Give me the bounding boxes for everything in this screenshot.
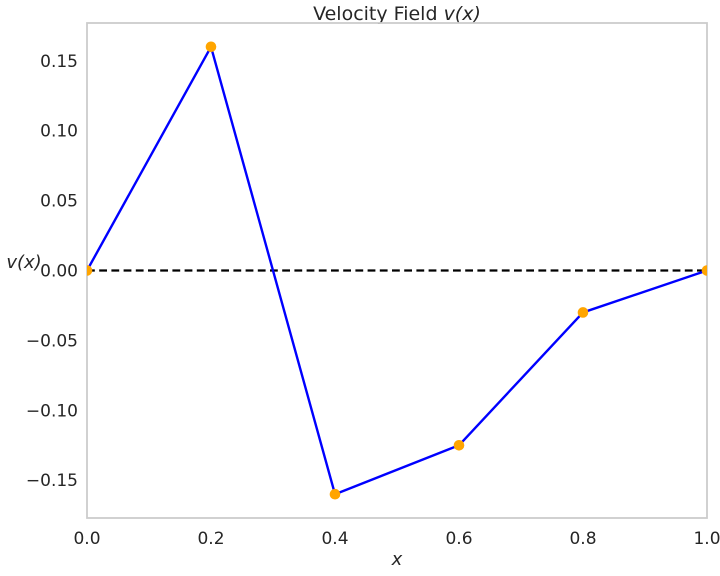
data-point-marker [577, 307, 589, 318]
y-tick-label: −0.10 [26, 401, 78, 421]
plot-clip-group [87, 41, 707, 500]
x-tick-label: 0.0 [73, 529, 100, 549]
data-point-marker [87, 265, 93, 276]
series-line [87, 45, 707, 496]
y-tick-label: 0.00 [40, 262, 78, 282]
y-tick-label: 0.15 [40, 52, 78, 72]
x-tick-label: 0.2 [197, 529, 224, 549]
y-tick-label: −0.15 [26, 471, 78, 491]
chart-title-math: v(x) [443, 3, 481, 25]
x-axis-label: x [391, 549, 403, 570]
x-tick-label: 0.8 [569, 529, 596, 549]
y-tick-label: −0.05 [26, 331, 78, 351]
chart-title-text: Velocity Field [313, 3, 444, 25]
chart-title: Velocity Field v(x) [87, 3, 707, 25]
y-axis-label: v(x) [6, 252, 42, 273]
x-tick-label: 0.4 [321, 529, 348, 549]
y-tick-label: 0.10 [40, 122, 78, 142]
y-tick-label: 0.05 [40, 192, 78, 212]
x-tick-label: 0.6 [445, 529, 472, 549]
data-point-marker [205, 41, 217, 53]
x-tick-label: 1.0 [693, 529, 720, 549]
data-point-marker [453, 439, 465, 451]
data-point-marker [701, 265, 707, 276]
data-point-marker [329, 488, 341, 500]
